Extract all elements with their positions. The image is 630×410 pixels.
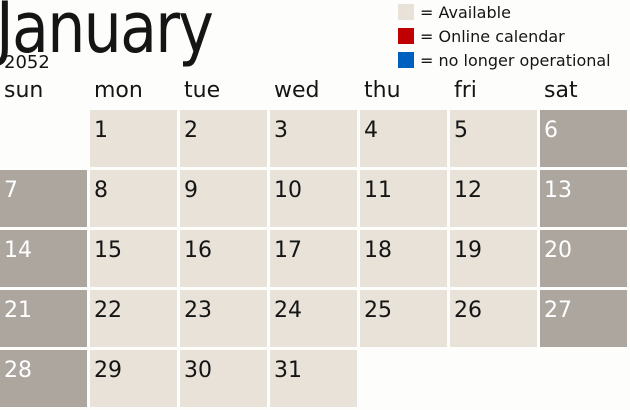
day-cell[interactable]: 17 <box>270 230 357 287</box>
day-number: 30 <box>184 358 212 383</box>
day-cell[interactable]: 31 <box>270 350 357 407</box>
day-cell[interactable]: 30 <box>180 350 267 407</box>
day-number: 22 <box>94 298 122 323</box>
legend-swatch <box>398 52 414 68</box>
day-number: 1 <box>94 118 108 143</box>
day-cell[interactable]: 1 <box>90 110 177 167</box>
legend-item-online: = Online calendar <box>398 24 611 48</box>
day-cell[interactable]: 20 <box>540 230 627 287</box>
day-cell[interactable]: 24 <box>270 290 357 347</box>
day-cell[interactable]: 11 <box>360 170 447 227</box>
legend-label: = Available <box>420 2 511 22</box>
day-cell[interactable]: 21 <box>0 290 87 347</box>
legend-item-no-longer-operational: = no longer operational <box>398 48 611 72</box>
day-number: 31 <box>274 358 302 383</box>
day-number: 27 <box>544 298 572 323</box>
day-number: 23 <box>184 298 212 323</box>
day-cell[interactable]: 2 <box>180 110 267 167</box>
day-cell[interactable]: 12 <box>450 170 537 227</box>
day-number: 20 <box>544 238 572 263</box>
day-number: 18 <box>364 238 392 263</box>
weekday-wed: wed <box>274 78 320 103</box>
day-cell[interactable]: 22 <box>90 290 177 347</box>
day-number: 15 <box>94 238 122 263</box>
day-number: 11 <box>364 178 392 203</box>
weekday-fri: fri <box>454 78 477 103</box>
day-number: 12 <box>454 178 482 203</box>
day-number: 4 <box>364 118 378 143</box>
day-number: 17 <box>274 238 302 263</box>
weekday-sat: sat <box>544 78 578 103</box>
legend: = Available = Online calendar = no longe… <box>398 0 611 72</box>
day-number: 3 <box>274 118 288 143</box>
day-cell[interactable]: 28 <box>0 350 87 407</box>
day-cell[interactable]: 16 <box>180 230 267 287</box>
day-number: 16 <box>184 238 212 263</box>
day-cell[interactable]: 29 <box>90 350 177 407</box>
legend-item-available: = Available <box>398 0 611 24</box>
day-cell[interactable]: 18 <box>360 230 447 287</box>
day-cell[interactable]: 6 <box>540 110 627 167</box>
day-cell[interactable]: 5 <box>450 110 537 167</box>
day-number: 6 <box>544 118 558 143</box>
day-cell[interactable]: 4 <box>360 110 447 167</box>
day-number: 21 <box>4 298 32 323</box>
month-title: January <box>0 0 214 69</box>
day-number: 7 <box>4 178 18 203</box>
day-cell[interactable]: 9 <box>180 170 267 227</box>
day-cell[interactable]: 14 <box>0 230 87 287</box>
legend-label: = Online calendar <box>420 26 565 46</box>
day-number: 25 <box>364 298 392 323</box>
day-number: 24 <box>274 298 302 323</box>
day-cell[interactable]: 13 <box>540 170 627 227</box>
day-number: 2 <box>184 118 198 143</box>
legend-swatch <box>398 28 414 44</box>
day-cell[interactable]: 19 <box>450 230 537 287</box>
day-cell[interactable]: 10 <box>270 170 357 227</box>
day-cell[interactable]: 25 <box>360 290 447 347</box>
day-number: 19 <box>454 238 482 263</box>
day-number: 8 <box>94 178 108 203</box>
year-label: 2052 <box>4 52 50 73</box>
day-number: 14 <box>4 238 32 263</box>
weekday-sun: sun <box>4 78 44 103</box>
day-number: 5 <box>454 118 468 143</box>
weekday-thu: thu <box>364 78 401 103</box>
day-cell[interactable]: 26 <box>450 290 537 347</box>
day-cell[interactable]: 8 <box>90 170 177 227</box>
day-number: 9 <box>184 178 198 203</box>
day-cell[interactable]: 3 <box>270 110 357 167</box>
day-cell[interactable]: 27 <box>540 290 627 347</box>
day-number: 13 <box>544 178 572 203</box>
day-number: 29 <box>94 358 122 383</box>
day-number: 10 <box>274 178 302 203</box>
day-cell[interactable]: 15 <box>90 230 177 287</box>
legend-swatch <box>398 4 414 20</box>
legend-label: = no longer operational <box>420 50 611 70</box>
weekday-tue: tue <box>184 78 221 103</box>
day-cell[interactable]: 23 <box>180 290 267 347</box>
weekday-mon: mon <box>94 78 143 103</box>
day-cell[interactable]: 7 <box>0 170 87 227</box>
day-number: 26 <box>454 298 482 323</box>
day-number: 28 <box>4 358 32 383</box>
